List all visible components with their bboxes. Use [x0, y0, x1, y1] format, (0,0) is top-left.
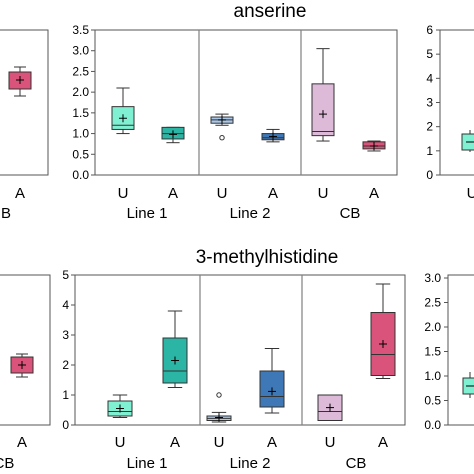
- x-category-label: A: [268, 185, 278, 202]
- box-line2-A: [259, 348, 285, 414]
- y-tick-label: 3.5: [72, 23, 89, 37]
- y-tick-label: 3.0: [424, 271, 441, 285]
- x-category-label: A: [267, 434, 277, 451]
- y-tick-label: 0.5: [72, 147, 89, 161]
- y-tick-label: 1: [426, 144, 433, 158]
- x-category-label: U: [318, 185, 329, 202]
- box-line2-A: [261, 128, 285, 143]
- y-tick-label: 2.0: [424, 320, 441, 334]
- group-label: Line 2: [230, 455, 271, 472]
- partial-frame-bottom-right: [447, 274, 474, 426]
- partial-box-bottom-left-A: [10, 353, 34, 378]
- box-body: [311, 83, 335, 137]
- box-line1-A: [161, 126, 185, 144]
- box-cb-U: [317, 394, 343, 421]
- x-category-label: U: [325, 434, 336, 451]
- category-label-A: A: [15, 185, 25, 202]
- plot-frame: [74, 274, 406, 426]
- x-category-label: A: [378, 434, 388, 451]
- x-category-label: U: [115, 434, 126, 451]
- y-tick-label: 0.0: [424, 418, 441, 432]
- partial-frame-top-right: [439, 29, 474, 176]
- y-tick-label: 5: [426, 47, 433, 61]
- y-tick-label: 1.5: [424, 345, 441, 359]
- y-tick-label: 5: [62, 268, 69, 282]
- category-label-U: U: [467, 185, 474, 202]
- title-anserine: anserine: [234, 1, 307, 22]
- box-line1-U: [107, 394, 133, 418]
- outlier-point: [216, 392, 222, 398]
- partial-frame-bottom-left: [0, 274, 51, 426]
- category-label-B: B: [1, 205, 11, 222]
- partial-frame-top-left: [0, 29, 49, 176]
- y-tick-label: 6: [426, 23, 433, 37]
- box-cb-A: [362, 140, 386, 152]
- y-tick-label: 0.0: [72, 168, 89, 182]
- y-tick-label: 3.0: [72, 44, 89, 58]
- partial-box-bottom-right: [462, 372, 474, 398]
- y-tick-label: 2.0: [72, 85, 89, 99]
- y-tick-label: 1.0: [424, 369, 441, 383]
- y-tick-label: 0: [426, 168, 433, 182]
- x-category-label: A: [369, 185, 379, 202]
- x-category-label: U: [214, 434, 225, 451]
- title-3-methylhistidine: 3-methylhistidine: [196, 247, 339, 268]
- group-label: Line 1: [127, 205, 168, 222]
- y-tick-label: 0.5: [424, 394, 441, 408]
- box-line1-U: [111, 87, 135, 135]
- outlier-point: [219, 135, 225, 141]
- group-label: Line 2: [230, 205, 271, 222]
- group-label: CB: [340, 205, 361, 222]
- plot-frame: [94, 29, 398, 176]
- y-tick-label: 4: [62, 298, 69, 312]
- x-category-label: A: [168, 185, 178, 202]
- group-label: CB: [346, 455, 367, 472]
- box-cb-U: [311, 48, 335, 142]
- box-line1-A: [162, 310, 188, 388]
- x-category-label: A: [170, 434, 180, 451]
- partial-box-top-right-U: [461, 130, 474, 152]
- x-category-label: U: [217, 185, 228, 202]
- y-tick-label: 0: [62, 418, 69, 432]
- y-tick-label: 1.5: [72, 106, 89, 120]
- category-label-CB: CB: [0, 455, 14, 472]
- box-line2-U: [210, 113, 234, 141]
- partial-box-top-left-A: [8, 66, 32, 97]
- y-tick-label: 2.5: [424, 296, 441, 310]
- y-tick-label: 4: [426, 71, 433, 85]
- category-label-A: A: [17, 434, 27, 451]
- x-category-label: U: [118, 185, 129, 202]
- y-tick-label: 3: [426, 96, 433, 110]
- y-tick-label: 2: [62, 358, 69, 372]
- y-tick-label: 1.0: [72, 127, 89, 141]
- y-tick-label: 1: [62, 388, 69, 402]
- y-tick-label: 2: [426, 120, 433, 134]
- y-tick-label: 2.5: [72, 64, 89, 78]
- group-label: Line 1: [127, 455, 168, 472]
- y-tick-label: 3: [62, 328, 69, 342]
- box-cb-A: [370, 283, 396, 379]
- box-line2-U: [206, 392, 232, 423]
